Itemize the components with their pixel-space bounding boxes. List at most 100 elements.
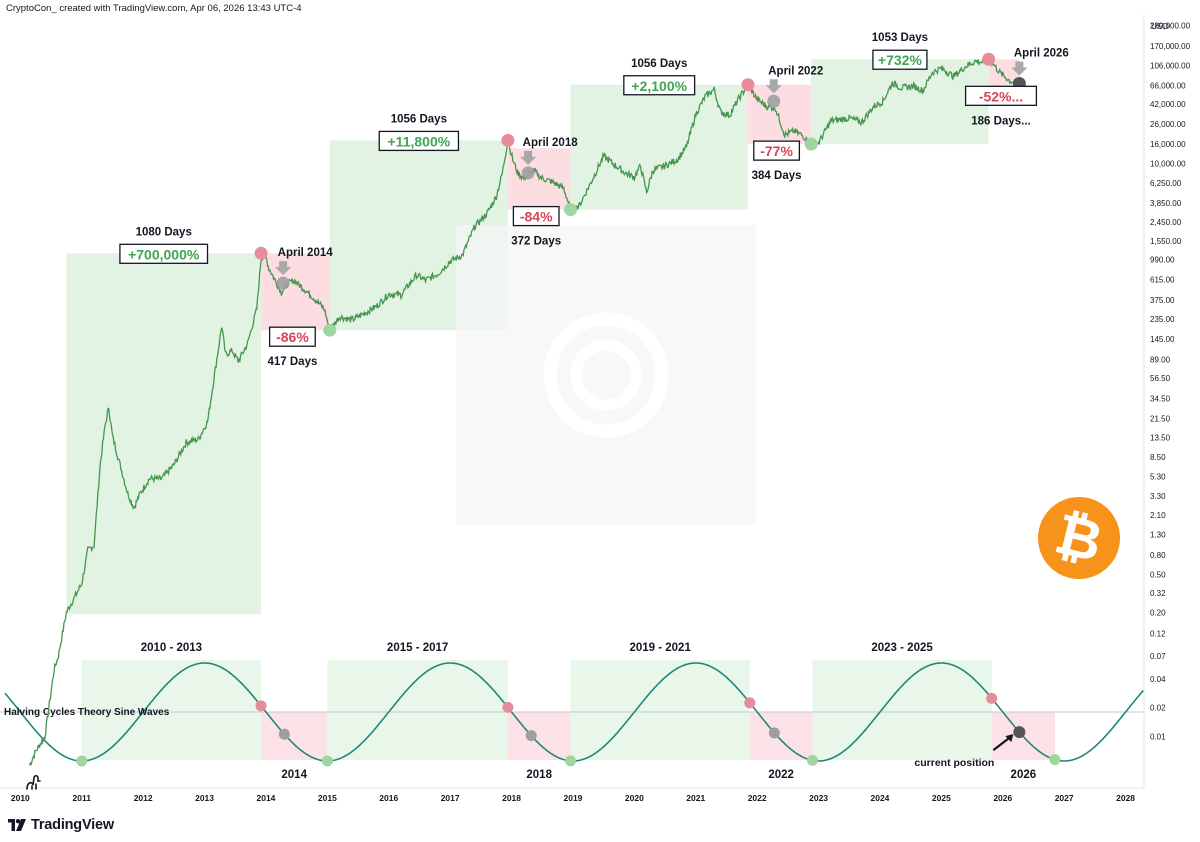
loss-pct-4: -52%... — [979, 88, 1023, 104]
y-tick-label-34: 0.04 — [1150, 675, 1166, 684]
cycle-labels: 1080 Days +700,000% April 2014 -86% 417 Days… — [119, 32, 1069, 368]
currency-label: USD — [1151, 21, 1169, 31]
loss-pct-3: -77% — [760, 143, 793, 159]
sine-top-dot-1 — [255, 700, 267, 712]
loss-days-2: 372 Days — [511, 236, 561, 248]
y-tick-label-33: 0.07 — [1150, 652, 1166, 661]
x-tick-label-10: 2019 — [564, 793, 583, 803]
y-tick-label-20: 34.50 — [1150, 395, 1171, 404]
sine-bull-label-4: 2023 - 2025 — [871, 642, 933, 654]
april-arrow-icon-4 — [1011, 61, 1028, 76]
y-tick-label-17: 145.00 — [1150, 335, 1175, 344]
x-tick-label-9: 2018 — [502, 793, 521, 803]
sine-top-dot-3 — [744, 697, 756, 709]
sine-bear-label-4: 2026 — [1011, 769, 1037, 781]
bull-zone-1 — [66, 253, 262, 615]
y-tick-label-28: 0.80 — [1150, 551, 1166, 560]
sine-wave-title: Halving Cycles Theory Sine Waves — [4, 707, 170, 718]
x-tick-label-11: 2020 — [625, 793, 644, 803]
y-tick-label-23: 8.50 — [1150, 453, 1166, 462]
sine-bull-zone-2 — [327, 660, 508, 760]
y-tick-label-31: 0.20 — [1150, 608, 1166, 617]
sine-bull-zone-1 — [81, 660, 262, 760]
chart-header: CryptoCon_ created with TradingView.com,… — [6, 3, 302, 14]
y-tick-label-6: 26,000.00 — [1150, 120, 1186, 129]
sine-wave-layer: Halving Cycles Theory Sine Waves 2010 - 2… — [0, 642, 1145, 781]
loss-pct-2: -84% — [520, 209, 553, 225]
loss-days-4: 186 Days... — [971, 115, 1030, 127]
x-tick-label-16: 2025 — [932, 793, 951, 803]
sine-bull-zone-3 — [570, 660, 750, 760]
x-tick-label-3: 2012 — [134, 793, 153, 803]
sine-trough-dot-5 — [1049, 754, 1061, 766]
bitcoin-logo-icon: ₿ — [1038, 497, 1120, 579]
x-tick-label-13: 2022 — [748, 793, 767, 803]
y-tick-label-27: 1.30 — [1150, 531, 1166, 540]
y-tick-label-24: 5.30 — [1150, 472, 1166, 481]
tradingview-wordmark: TradingView — [31, 817, 114, 833]
loss-pct-1: -86% — [276, 329, 309, 345]
y-tick-label-26: 2.10 — [1150, 511, 1166, 520]
april-label-2: April 2018 — [523, 137, 579, 149]
bull-zone-4 — [811, 59, 989, 145]
y-tick-label-36: 0.01 — [1150, 732, 1166, 741]
y-tick-label-29: 0.50 — [1150, 570, 1166, 579]
y-tick-label-1: 280,000.00 — [1150, 21, 1191, 30]
april-arrow-icon-2 — [520, 150, 537, 165]
sine-bull-label-3: 2019 - 2021 — [629, 642, 691, 654]
cycle-bottom-dot-3 — [804, 137, 818, 151]
cycle-markers — [254, 52, 1028, 337]
gain-pct-3: +2,100% — [631, 78, 687, 94]
y-tick-label-25: 3.30 — [1150, 492, 1166, 501]
y-tick-label-35: 0.02 — [1150, 704, 1166, 713]
gain-pct-4: +732% — [878, 52, 923, 68]
y-tick-label-22: 13.50 — [1150, 434, 1171, 443]
y-tick-label-2: 170,000.00 — [1150, 42, 1191, 51]
current-position-label: current position — [914, 757, 994, 769]
x-tick-label-4: 2013 — [195, 793, 214, 803]
tradingview-brand: TradingView — [8, 815, 114, 835]
cycle-bottom-dot-2 — [564, 203, 578, 217]
y-tick-label-9: 6,250.00 — [1150, 179, 1182, 188]
dinosaur-icon — [26, 774, 41, 790]
sine-bull-label-1: 2010 - 2013 — [141, 642, 202, 654]
x-tick-label-2: 2011 — [73, 793, 92, 803]
gain-days-4: 1053 Days — [872, 32, 928, 44]
gain-pct-3-box — [623, 75, 696, 96]
gain-pct-1-box — [119, 243, 209, 264]
y-tick-label-12: 1,550.00 — [1150, 237, 1182, 246]
x-tick-label-8: 2017 — [441, 793, 460, 803]
gain-pct-1: +700,000% — [128, 246, 200, 262]
sine-trough-dot-3 — [565, 755, 577, 767]
gain-days-1: 1080 Days — [136, 226, 192, 238]
x-tick-label-1: 2010 — [11, 793, 30, 803]
y-tick-label-21: 21.50 — [1150, 414, 1171, 423]
tradingview-logo-icon — [8, 819, 26, 831]
gain-days-2: 1056 Days — [391, 113, 447, 125]
x-tick-label-7: 2016 — [379, 793, 398, 803]
x-tick-label-5: 2014 — [256, 793, 275, 803]
y-tick-label-13: 990.00 — [1150, 256, 1175, 265]
x-tick-label-12: 2021 — [686, 793, 705, 803]
gain-pct-4-box — [872, 49, 928, 70]
loss-pct-2-box — [512, 205, 560, 227]
gain-pct-2-box — [378, 130, 460, 152]
sine-bear-label-2: 2018 — [526, 769, 552, 781]
bear-zone-1 — [261, 253, 330, 331]
current-position-arrowhead — [1005, 734, 1014, 743]
cycle-bottom-dot-1 — [323, 323, 337, 337]
april-dot-2 — [521, 166, 535, 180]
sine-bear-label-1: 2014 — [281, 769, 307, 781]
april-label-1: April 2014 — [278, 247, 334, 259]
y-tick-label-11: 2,450.00 — [1150, 218, 1182, 227]
y-tick-label-8: 10,000.00 — [1150, 160, 1186, 169]
watermark-logo — [456, 225, 756, 525]
cycle-top-dot-1 — [254, 246, 268, 260]
sine-trough-dot-2 — [321, 755, 333, 767]
april-dot-1 — [276, 276, 290, 290]
y-tick-label-18: 89.00 — [1150, 355, 1171, 364]
loss-pct-1-box — [268, 326, 316, 347]
y-tick-label-4: 66,000.00 — [1150, 81, 1186, 90]
sine-bear-label-3: 2022 — [768, 769, 794, 781]
cycle-top-dot-2 — [501, 133, 515, 147]
